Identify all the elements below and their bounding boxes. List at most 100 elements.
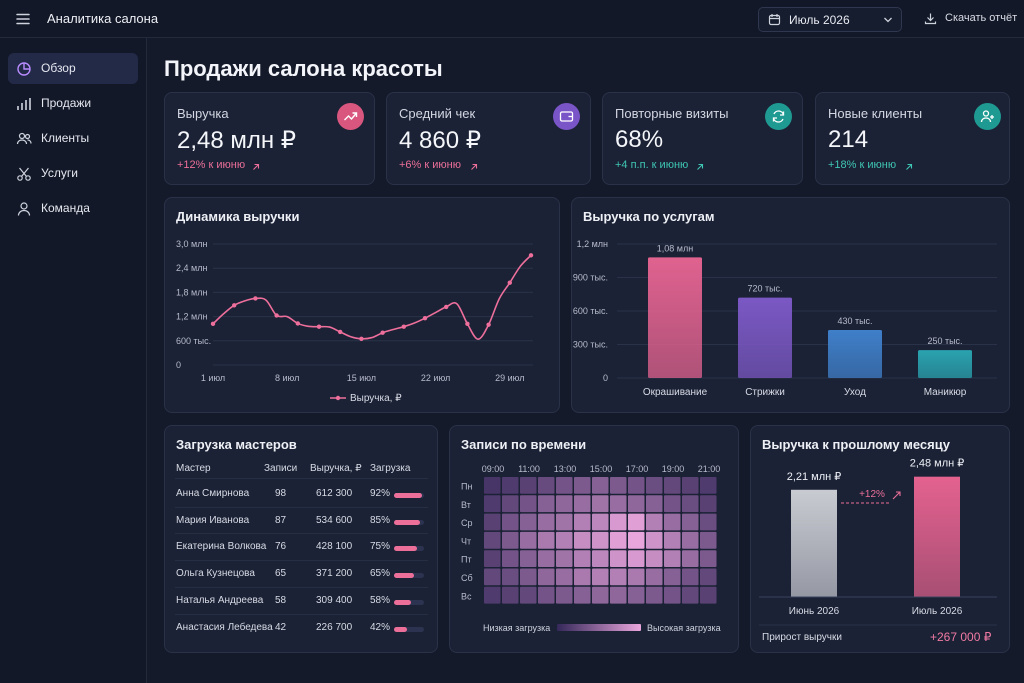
heatmap-cell bbox=[682, 495, 699, 513]
cell-bookings: 98 bbox=[275, 488, 287, 499]
sidebar-item-label: Обзор bbox=[41, 61, 76, 75]
growth-percent-label: +12% bbox=[859, 489, 885, 500]
kpi-delta: +4 п.п. к июню bbox=[615, 159, 689, 171]
service-bar bbox=[738, 297, 792, 378]
time-tick-label: 09:00 bbox=[482, 464, 505, 474]
heatmap-cell bbox=[592, 568, 609, 586]
bar-value-label: 1,08 млн bbox=[657, 243, 693, 253]
y-tick-label: 0 bbox=[176, 360, 181, 370]
day-label: Сб bbox=[461, 573, 473, 583]
load-bar-fill bbox=[394, 493, 422, 498]
header-divider bbox=[175, 478, 428, 479]
card-title: Загрузка мастеров bbox=[176, 437, 297, 452]
heatmap-cell bbox=[538, 513, 555, 531]
data-point bbox=[380, 330, 385, 335]
heatmap-cell bbox=[682, 550, 699, 567]
sidebar-item-sales[interactable]: Продажи bbox=[8, 88, 138, 119]
day-label: Вс bbox=[461, 591, 472, 601]
user-icon bbox=[17, 202, 31, 216]
y-tick-label: 2,4 млн bbox=[176, 263, 207, 273]
heatmap-cell bbox=[556, 513, 573, 531]
heatmap-cell bbox=[484, 495, 501, 513]
download-icon bbox=[924, 13, 937, 25]
heatmap-cell bbox=[592, 513, 609, 531]
sidebar-item-clients[interactable]: Клиенты bbox=[8, 123, 138, 154]
y-tick-label: 300 тыс. bbox=[573, 340, 608, 350]
cell-revenue: 534 600 bbox=[316, 514, 353, 526]
kpi-card-average-check: Средний чек 4 860 ₽ +6% к июню bbox=[386, 92, 591, 185]
revenue-line-chart: 3,0 млн 2,4 млн 1,8 млн 1,2 млн 600 тыс. 0 1 и… bbox=[176, 239, 534, 404]
x-tick-label: 29 июл bbox=[495, 373, 524, 383]
legend-low-label: Низкая загрузка bbox=[483, 623, 551, 633]
heatmap-cell bbox=[502, 586, 519, 604]
heatmap-cell bbox=[484, 568, 501, 586]
heatmap-cell bbox=[646, 477, 663, 494]
load-bar-fill bbox=[394, 626, 407, 632]
heatmap-cell bbox=[502, 477, 519, 494]
hamburger-menu-icon[interactable] bbox=[14, 10, 32, 28]
bookings-by-time-card: Записи по времени Пн Вт Ср Чт Пт Сб Вс 09:00 11:… bbox=[449, 425, 739, 653]
y-tick-label: 600 тыс. bbox=[573, 306, 608, 316]
month-label: Июнь 2026 bbox=[789, 606, 840, 617]
arrow-up-right-icon bbox=[906, 163, 913, 170]
data-point bbox=[528, 253, 534, 258]
heatmap-cell bbox=[538, 568, 555, 586]
sidebar-item-overview[interactable]: Обзор bbox=[8, 53, 138, 84]
day-label: Вт bbox=[461, 500, 471, 510]
kpi-value: 68% bbox=[615, 126, 664, 153]
heatmap-cell bbox=[646, 586, 663, 604]
heatmap-cell bbox=[664, 513, 681, 531]
chevron-down-icon bbox=[884, 17, 892, 23]
data-point bbox=[401, 324, 406, 329]
heatmap-cell bbox=[538, 550, 555, 567]
bookings-heatmap: Пн Вт Ср Чт Пт Сб Вс 09:00 11:00 13:00 15:00 17:00 1… bbox=[461, 464, 720, 631]
scissors-icon bbox=[17, 167, 31, 181]
time-tick-label: 19:00 bbox=[662, 464, 685, 474]
time-tick-label: 13:00 bbox=[554, 464, 577, 474]
cell-bookings: 58 bbox=[275, 594, 287, 606]
cell-revenue: 309 400 bbox=[316, 594, 353, 606]
row-divider bbox=[175, 560, 428, 562]
cell-bookings: 76 bbox=[275, 541, 287, 553]
heatmap-cell bbox=[520, 568, 537, 586]
staff-load-card: Загрузка мастеров Мастер Записи Выручка,… bbox=[164, 425, 438, 653]
heatmap-cell bbox=[610, 477, 627, 494]
x-tick-label: 8 июл bbox=[275, 373, 299, 383]
heatmap-cell bbox=[646, 495, 663, 513]
load-bar bbox=[394, 573, 424, 579]
cell-name: Анастасия Лебедева bbox=[176, 621, 273, 633]
heatmap-cell bbox=[502, 513, 519, 531]
load-bar bbox=[394, 546, 424, 552]
sidebar-item-label: Команда bbox=[41, 201, 90, 215]
sidebar-item-services[interactable]: Услуги bbox=[8, 158, 138, 189]
day-label: Пт bbox=[461, 555, 472, 565]
heatmap-cell bbox=[700, 586, 717, 604]
heatmap-cell bbox=[574, 531, 591, 549]
month-bar bbox=[791, 489, 837, 597]
cell-name: Ольга Кузнецова bbox=[176, 568, 255, 580]
category-label: Стрижки bbox=[745, 387, 785, 398]
arrow-up-right-icon bbox=[892, 491, 901, 500]
service-bar bbox=[648, 257, 702, 378]
growth-value: +267 000 ₽ bbox=[930, 630, 992, 644]
kpi-label: Повторные визиты bbox=[615, 106, 729, 121]
legend-label: Выручка, ₽ bbox=[350, 393, 402, 404]
heatmap-cell bbox=[664, 495, 681, 513]
cell-revenue: 226 700 bbox=[316, 621, 353, 633]
period-select[interactable]: Июль 2026 bbox=[758, 7, 902, 32]
download-label: Скачать отчёт bbox=[945, 12, 1018, 24]
heatmap-cell bbox=[556, 495, 573, 513]
category-label: Окрашивание bbox=[643, 387, 708, 398]
heatmap-cell bbox=[502, 531, 519, 549]
cell-load: 42% bbox=[370, 621, 391, 633]
data-point bbox=[444, 304, 449, 310]
month-comparison-card: Выручка к прошлому месяцу 2,21 млн ₽ Июнь… bbox=[750, 425, 1010, 653]
kpi-card-new-clients: Новые клиенты 214 +18% к июню bbox=[815, 92, 1010, 185]
load-bar bbox=[394, 493, 424, 498]
sidebar-item-team[interactable]: Команда bbox=[8, 193, 138, 224]
cell-load: 92% bbox=[370, 488, 391, 499]
heatmap-cell bbox=[664, 550, 681, 567]
card-title: Записи по времени bbox=[461, 437, 587, 452]
sidebar-item-label: Клиенты bbox=[41, 131, 90, 145]
heatmap-cell bbox=[610, 531, 627, 549]
